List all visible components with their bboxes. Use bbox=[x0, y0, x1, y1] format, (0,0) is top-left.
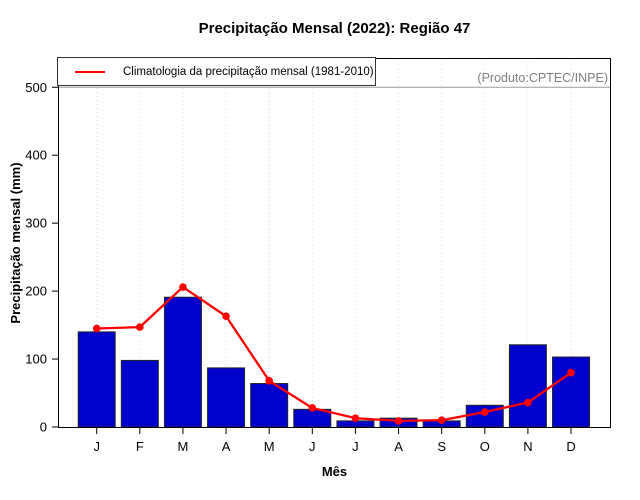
y-tick-label: 0 bbox=[40, 420, 47, 435]
climatology-point bbox=[308, 404, 317, 412]
x-tick-label: A bbox=[222, 439, 231, 454]
climatology-point bbox=[265, 376, 273, 385]
x-tick-label: N bbox=[523, 439, 532, 454]
x-tick-label: J bbox=[309, 439, 316, 454]
climatology-point bbox=[351, 414, 360, 422]
legend-line-sample bbox=[75, 70, 105, 73]
x-tick-label: D bbox=[566, 439, 575, 454]
climatology-point bbox=[179, 283, 187, 291]
y-tick-label: 300 bbox=[25, 216, 47, 231]
climatology-point bbox=[222, 312, 230, 321]
climatology-point bbox=[92, 324, 101, 333]
bar-month-2 bbox=[120, 359, 159, 428]
bar-month-11 bbox=[508, 344, 547, 428]
y-tick-label: 100 bbox=[25, 352, 47, 367]
climatology-line bbox=[96, 285, 572, 423]
climatology-point bbox=[394, 417, 403, 425]
chart-title: Precipitação Mensal (2022): Região 47 bbox=[198, 20, 471, 37]
x-tick-label: M bbox=[264, 439, 275, 454]
climatology-point bbox=[136, 323, 144, 331]
produto-annotation: (Produto:CPTEC/INPE) bbox=[477, 71, 608, 85]
bar-month-4 bbox=[207, 367, 246, 428]
climatology-point bbox=[437, 416, 446, 425]
bar-month-3 bbox=[163, 296, 202, 428]
x-tick-label: M bbox=[178, 439, 189, 454]
x-tick-label: A bbox=[394, 439, 403, 454]
x-tick-label: O bbox=[480, 439, 490, 454]
climatology-point bbox=[567, 368, 575, 377]
x-tick-label: J bbox=[352, 439, 359, 454]
bar-month-12 bbox=[552, 356, 591, 428]
y-axis-label: Precipitação mensal (mm) bbox=[8, 162, 23, 324]
climatology-point bbox=[480, 408, 489, 416]
y-tick-label: 400 bbox=[25, 148, 47, 163]
legend-box: Climatologia da precipitação mensal (198… bbox=[57, 57, 376, 86]
legend-label: Climatologia da precipitação mensal (198… bbox=[123, 65, 374, 78]
climatology-point bbox=[524, 398, 532, 407]
bar-month-1 bbox=[77, 331, 116, 428]
x-tick-label: F bbox=[136, 439, 144, 454]
x-tick-label: S bbox=[437, 439, 446, 454]
x-tick-label: J bbox=[93, 439, 100, 454]
x-axis-label: Mês bbox=[321, 464, 348, 479]
y-tick-label: 500 bbox=[25, 80, 47, 95]
y-tick-label: 200 bbox=[25, 284, 47, 299]
